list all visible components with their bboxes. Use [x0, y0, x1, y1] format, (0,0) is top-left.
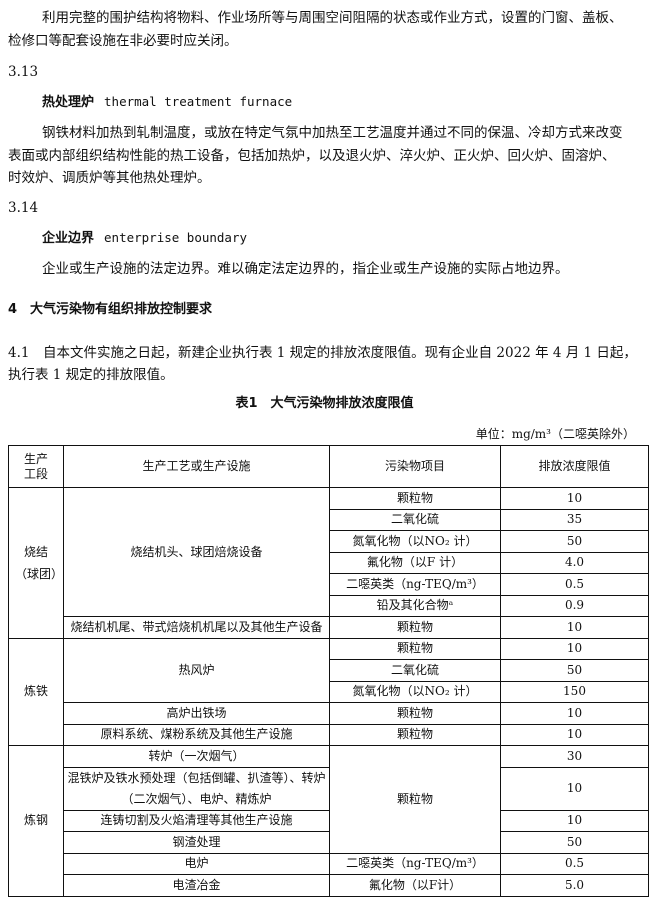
term-heading: 热处理炉 thermal treatment furnace — [42, 94, 292, 111]
table-row: 钢渣处理 50 — [9, 831, 649, 854]
pollutant-cell: 二噁英类（ng-TEQ/m³） — [329, 573, 501, 596]
table-row: 原料系统、煤粉系统及其他生产设施 颗粒物 10 — [9, 723, 649, 746]
definition-line: 钢铁材料加热到轧制温度，或放在特定气氛中加热至工艺温度并通过不同的保温、冷却方式… — [42, 125, 623, 141]
facility-cell: 烧结机机尾、带式焙烧机机尾以及其他生产设备 — [63, 616, 330, 639]
emission-limits-table: 生产工段 生产工艺或生产设施 污染物项目 排放浓度限值 烧结（球团） 烧结机头、… — [8, 445, 649, 897]
facility-cell: 原料系统、煤粉系统及其他生产设施 — [63, 723, 330, 746]
header-cell: 生产工段 — [8, 445, 64, 488]
table-row: 电炉 二噁英类（ng-TEQ/m³） 0.5 — [9, 852, 649, 875]
clause-number: 3.13 — [8, 64, 39, 80]
facility-cell: 电炉 — [63, 852, 330, 875]
header-cell: 污染物项目 — [329, 445, 501, 488]
pollutant-cell: 二氧化硫 — [329, 508, 501, 531]
limit-cell: 0.5 — [500, 573, 649, 596]
limit-cell: 0.5 — [500, 852, 649, 875]
facility-cell: 转炉（一次烟气） — [63, 745, 330, 768]
paragraph-line: 利用完整的围护结构将物料、作业场所等与周围空间阻隔的状态或作业方式，设置的门窗、… — [42, 10, 623, 26]
facility-cell: 高炉出铁场 — [63, 702, 330, 725]
pollutant-cell: 颗粒物 — [329, 745, 501, 854]
term-cn: 企业边界 — [42, 231, 95, 246]
pollutant-cell: 二氧化硫 — [329, 659, 501, 682]
header-cell: 排放浓度限值 — [500, 445, 649, 488]
table-row: 铅及其化合物ᵃ 0.9 — [9, 594, 649, 617]
table-row: 电渣冶金 氟化物（以F计） 5.0 — [9, 874, 649, 897]
pollutant-cell: 颗粒物 — [329, 637, 501, 660]
table-row: 烧结（球团） 烧结机头、球团焙烧设备 颗粒物 10 — [8, 487, 649, 639]
table-title: 表1 大气污染物排放浓度限值 — [235, 396, 414, 411]
pollutant-cell: 颗粒物 — [329, 723, 501, 746]
table-row: 烧结机机尾、带式焙烧机机尾以及其他生产设备 颗粒物 10 — [9, 616, 649, 639]
limit-cell: 150 — [500, 680, 649, 703]
limit-cell: 0.9 — [500, 594, 649, 617]
table-row: 炼铁 热风炉 颗粒物 10 — [8, 637, 649, 746]
paragraph-line: 检修口等配套设施在非必要时应关闭。 — [8, 33, 238, 49]
limit-cell: 10 — [500, 766, 649, 811]
pollutant-cell: 氮氧化物（以NO₂ 计） — [329, 530, 501, 553]
table-header-row: 生产工段 生产工艺或生产设施 污染物项目 排放浓度限值 — [8, 445, 649, 488]
pollutant-cell: 氮氧化物（以NO₂ 计） — [329, 680, 501, 703]
clause-number: 3.14 — [8, 200, 39, 216]
pollutant-cell: 氟化物（以F 计） — [329, 551, 501, 574]
definition-line: 表面或内部组织结构性能的热工设备，包括加热炉，以及退火炉、淬火炉、正火炉、回火炉… — [8, 148, 616, 164]
facility-cell: 烧结机头、球团焙烧设备 — [63, 487, 330, 617]
pollutant-cell: 铅及其化合物ᵃ — [329, 594, 501, 617]
pollutant-cell: 二噁英类（ng-TEQ/m³） — [329, 852, 501, 875]
limit-cell: 10 — [500, 702, 649, 725]
limit-cell: 10 — [500, 616, 649, 639]
limit-cell: 50 — [500, 659, 649, 682]
limit-cell: 10 — [500, 637, 649, 660]
limit-cell: 5.0 — [500, 874, 649, 897]
section-heading: 4 大气污染物有组织排放控制要求 — [8, 302, 213, 317]
facility-cell: 混铁炉及铁水预处理（包括倒罐、扒渣等）、转炉（二次烟气）、电炉、精炼炉 — [63, 766, 330, 811]
term-heading: 企业边界 enterprise boundary — [42, 230, 247, 247]
pollutant-cell: 颗粒物 — [329, 487, 501, 510]
limit-cell: 4.0 — [500, 551, 649, 574]
term-en: thermal treatment furnace — [104, 94, 293, 109]
limit-cell: 10 — [500, 723, 649, 746]
table-row: 炼钢 转炉（一次烟气） 颗粒物 30 — [8, 745, 649, 897]
table-row: 连铸切割及火焰清理等其他生产设施 10 — [9, 809, 649, 832]
facility-cell: 连铸切割及火焰清理等其他生产设施 — [63, 809, 330, 832]
table-row: 氟化物（以F 计） 4.0 — [9, 551, 649, 574]
paragraph-line: 4.1 自本文件实施之日起，新建企业执行表 1 规定的排放浓度限值。现有企业自 … — [8, 345, 637, 361]
stage-cell: 炼钢 — [8, 745, 64, 897]
limit-cell: 10 — [500, 809, 649, 832]
table-row: 氮氧化物（以NO₂ 计） 150 — [9, 680, 649, 703]
term-cn: 热处理炉 — [42, 95, 95, 110]
pollutant-cell: 颗粒物 — [329, 616, 501, 639]
limit-cell: 35 — [500, 508, 649, 531]
table-unit: 单位：mg/m³（二噁英除外） — [475, 427, 635, 441]
definition-line: 企业或生产设施的法定边界。难以确定法定边界的，指企业或生产设施的实际占地边界。 — [42, 261, 569, 277]
limit-cell: 30 — [500, 745, 649, 768]
definition-line: 时效炉、调质炉等其他热处理炉。 — [8, 170, 211, 186]
facility-cell: 电渣冶金 — [63, 874, 330, 897]
facility-cell: 钢渣处理 — [63, 831, 330, 854]
stage-cell: 炼铁 — [8, 637, 64, 746]
facility-cell: 热风炉 — [63, 637, 330, 703]
limit-cell: 50 — [500, 831, 649, 854]
limit-cell: 50 — [500, 530, 649, 553]
table-row: 高炉出铁场 颗粒物 10 — [9, 702, 649, 725]
pollutant-cell: 颗粒物 — [329, 702, 501, 725]
pollutant-cell: 氟化物（以F计） — [329, 874, 501, 897]
stage-cell: 烧结（球团） — [8, 487, 64, 639]
table-row: 混铁炉及铁水预处理（包括倒罐、扒渣等）、转炉（二次烟气）、电炉、精炼炉 10 — [9, 766, 649, 811]
paragraph-line: 执行表 1 规定的排放限值。 — [8, 367, 174, 383]
header-cell: 生产工艺或生产设施 — [63, 445, 330, 488]
limit-cell: 10 — [500, 487, 649, 510]
term-en: enterprise boundary — [104, 230, 248, 245]
